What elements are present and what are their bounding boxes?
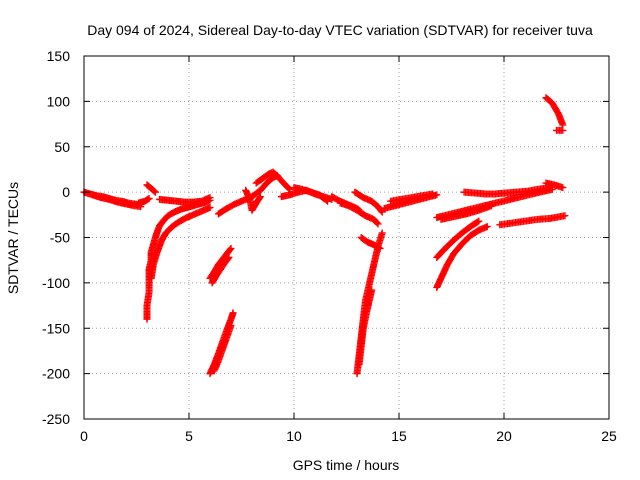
data-point [225, 253, 233, 261]
series-arc-21 [355, 286, 376, 369]
series-arc-16 [290, 184, 332, 205]
data-point [151, 188, 159, 196]
y-tick-label: 50 [54, 139, 70, 155]
grid [84, 56, 609, 419]
y-tick-label: -100 [42, 275, 70, 291]
series-arc-3 [135, 194, 153, 207]
y-tick-label: -150 [42, 320, 70, 336]
x-tick-label: 20 [496, 428, 512, 444]
data-points [80, 94, 569, 378]
series-arc-11 [210, 322, 235, 375]
x-tick-label: 25 [601, 428, 617, 444]
data-point [374, 220, 382, 228]
data-point [150, 187, 158, 195]
data-point [229, 309, 237, 317]
data-point [285, 184, 293, 192]
data-point [227, 244, 235, 252]
data-point [256, 193, 264, 201]
series-arc-24 [387, 190, 437, 205]
series-arc-26 [433, 217, 483, 261]
chart-title: Day 094 of 2024, Sidereal Day-to-day VTE… [87, 22, 593, 38]
data-point [145, 194, 153, 202]
data-point [559, 184, 567, 192]
data-point [475, 217, 483, 225]
series-arc-30 [496, 212, 569, 229]
axis-ticks: 0 5 10 15 20 25 -250 -200 -150 -100 -50 0 50 100 150 [42, 48, 617, 444]
y-tick-label: 150 [47, 48, 71, 64]
y-axis-label: SDTVAR / TECUs [5, 182, 21, 294]
y-tick-label: -50 [50, 230, 70, 246]
data-point [487, 202, 495, 210]
x-tick-label: 15 [391, 428, 407, 444]
series-arc-32 [542, 179, 567, 192]
data-point [322, 196, 330, 204]
series-arc-31 [542, 94, 567, 129]
y-tick-label: 100 [47, 93, 71, 109]
series-arc-2 [88, 191, 145, 211]
data-point [561, 212, 569, 220]
y-tick-label: -200 [42, 366, 70, 382]
data-point [474, 218, 482, 226]
series-arc-25 [433, 223, 491, 291]
series-arc-14 [252, 168, 281, 187]
data-point [273, 172, 281, 180]
series-arc-33 [553, 126, 567, 134]
data-point [378, 229, 386, 237]
data-point [324, 197, 332, 205]
data-point [375, 244, 383, 252]
series-arc-13 [242, 186, 264, 214]
series-arc-29 [460, 184, 552, 198]
x-axis-label: GPS time / hours [293, 457, 400, 473]
series-arc-7 [156, 194, 214, 206]
x-tick-label: 0 [80, 428, 88, 444]
data-point [206, 194, 214, 202]
series-arc-8 [206, 244, 235, 282]
data-point [378, 208, 386, 216]
series-arc-22 [357, 234, 384, 252]
data-point [376, 244, 384, 252]
data-point [483, 223, 491, 231]
series-arc-6 [143, 181, 159, 196]
data-point [227, 322, 235, 330]
series-arc-28 [437, 202, 495, 223]
series-arc-19 [351, 188, 386, 216]
y-tick-label: -250 [42, 411, 70, 427]
y-tick-label: 0 [62, 184, 70, 200]
series-arc-18 [336, 199, 382, 228]
series-arc-5 [147, 204, 214, 282]
data-point [429, 190, 437, 198]
data-point [368, 286, 376, 294]
data-point [272, 171, 280, 179]
data-point [373, 219, 381, 227]
data-point [559, 126, 567, 134]
data-point [256, 194, 264, 202]
x-tick-label: 10 [286, 428, 302, 444]
data-point [224, 255, 232, 263]
data-point [226, 245, 234, 253]
data-point [206, 204, 214, 212]
series-arc-9 [208, 253, 233, 287]
x-tick-label: 5 [185, 428, 193, 444]
